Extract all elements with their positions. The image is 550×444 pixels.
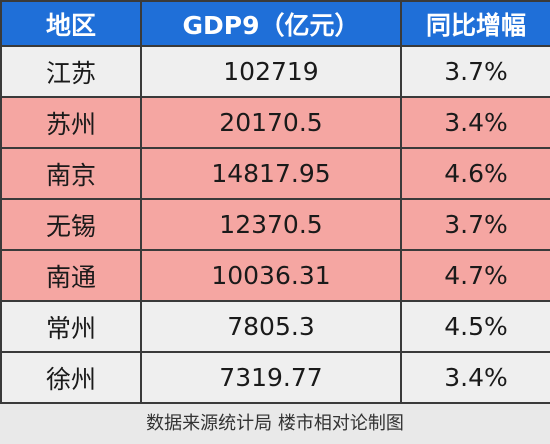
header-row: 地区 GDP9（亿元） 同比增幅 (0, 0, 550, 47)
table-cell: 14817.95 (140, 147, 402, 200)
table-cell: 7805.3 (140, 300, 402, 353)
table-cell: 南京 (0, 147, 142, 200)
header-cell: GDP9（亿元） (140, 0, 402, 47)
header-cell: 地区 (0, 0, 142, 47)
table-cell: 10036.31 (140, 249, 402, 302)
table-cell: 苏州 (0, 96, 142, 149)
table-cell: 南通 (0, 249, 142, 302)
table-cell: 102719 (140, 45, 402, 98)
table-cell: 4.7% (400, 249, 550, 302)
table-row: 常州 7805.3 4.5% (0, 300, 550, 353)
table-cell: 3.7% (400, 45, 550, 98)
table-cell: 12370.5 (140, 198, 402, 251)
table-cell: 江苏 (0, 45, 142, 98)
table-cell: 徐州 (0, 351, 142, 404)
table-row: 苏州 20170.5 3.4% (0, 96, 550, 149)
table-cell: 无锡 (0, 198, 142, 251)
table-cell: 4.6% (400, 147, 550, 200)
table-cell: 3.4% (400, 351, 550, 404)
table-row: 南通 10036.31 4.7% (0, 249, 550, 302)
table-row: 江苏 102719 3.7% (0, 45, 550, 98)
footer: 数据来源统计局 楼市相对论制图 (0, 404, 550, 444)
header-cell: 同比增幅 (400, 0, 550, 47)
table-cell: 3.7% (400, 198, 550, 251)
table-row: 无锡 12370.5 3.7% (0, 198, 550, 251)
table-row: 徐州 7319.77 3.4% (0, 351, 550, 404)
gdp-table: 地区 GDP9（亿元） 同比增幅 江苏 102719 3.7% 苏州 20170.5 3.4%… (0, 0, 550, 404)
table-cell: 3.4% (400, 96, 550, 149)
table-cell: 7319.77 (140, 351, 402, 404)
table-cell: 4.5% (400, 300, 550, 353)
table-cell: 20170.5 (140, 96, 402, 149)
table-cell: 常州 (0, 300, 142, 353)
table-row: 南京 14817.95 4.6% (0, 147, 550, 200)
